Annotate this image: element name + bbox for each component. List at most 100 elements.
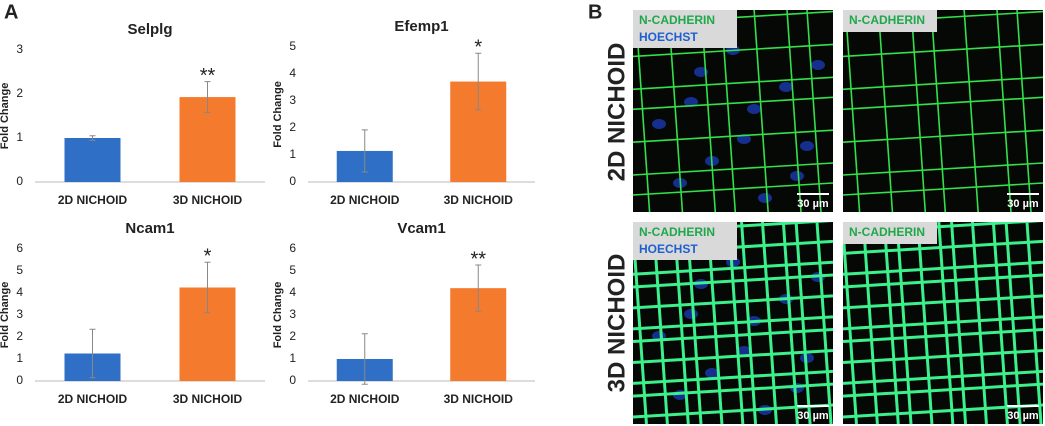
fiber bbox=[910, 10, 927, 212]
fiber bbox=[882, 222, 900, 424]
bar bbox=[64, 138, 121, 182]
x-tick-label: 2D NICHOID bbox=[58, 193, 128, 207]
y-axis-label: Fold Change bbox=[0, 83, 11, 150]
marker-label: N-CADHERIN bbox=[639, 225, 715, 239]
fiber bbox=[895, 222, 913, 424]
fiber bbox=[963, 10, 979, 212]
row-label: 2D NICHOID bbox=[603, 43, 630, 182]
nucleus bbox=[758, 193, 772, 203]
fiber bbox=[843, 129, 1043, 143]
y-tick-label: 6 bbox=[289, 241, 296, 255]
nucleus bbox=[652, 119, 666, 129]
fiber bbox=[633, 182, 833, 196]
fiber bbox=[930, 10, 947, 212]
y-tick-label: 2 bbox=[289, 120, 296, 134]
scale-label: 30 µm bbox=[1007, 198, 1039, 210]
scale-label: 30 µm bbox=[797, 198, 829, 210]
error-bar bbox=[475, 52, 482, 111]
image-content: N-CADHERIN 30 µm bbox=[843, 10, 1043, 212]
fiber bbox=[1004, 222, 1022, 424]
fiber bbox=[843, 382, 1043, 398]
chart-title: Efemp1 bbox=[394, 18, 448, 35]
fiber bbox=[806, 10, 822, 212]
y-tick-label: 2 bbox=[289, 329, 296, 343]
row-label: 3D NICHOID bbox=[603, 254, 630, 393]
error-bar bbox=[89, 135, 96, 141]
error-bar bbox=[361, 333, 368, 385]
fiber bbox=[633, 348, 833, 364]
chart-title: Ncam1 bbox=[125, 220, 174, 237]
nucleus bbox=[790, 171, 804, 181]
y-tick-label: 1 bbox=[16, 351, 23, 365]
nucleus bbox=[747, 104, 761, 114]
x-tick-label: 3D NICHOID bbox=[444, 193, 514, 207]
fiber bbox=[843, 328, 1043, 344]
y-tick-label: 5 bbox=[289, 263, 296, 277]
fiber bbox=[633, 328, 833, 344]
fiber bbox=[633, 162, 833, 176]
fiber bbox=[970, 222, 988, 424]
label-box bbox=[633, 10, 737, 48]
micrograph: N-CADHERIN HOECHST 30 µm bbox=[633, 222, 833, 424]
marker-label: N-CADHERIN bbox=[639, 13, 715, 27]
nucleus bbox=[694, 67, 708, 77]
label-box bbox=[843, 10, 937, 32]
x-tick-label: 3D NICHOID bbox=[444, 392, 514, 406]
fiber bbox=[996, 10, 1012, 212]
marker-label: HOECHST bbox=[639, 30, 698, 44]
fiber bbox=[633, 315, 833, 331]
label-box bbox=[843, 222, 937, 244]
panel-label: B bbox=[588, 1, 602, 23]
fiber bbox=[843, 222, 858, 424]
nucleus bbox=[705, 368, 719, 378]
annotation: ** bbox=[200, 65, 216, 87]
y-tick-label: 3 bbox=[289, 307, 296, 321]
y-tick-label: 4 bbox=[289, 66, 296, 80]
fiber bbox=[633, 76, 833, 91]
y-tick-label: 0 bbox=[289, 373, 296, 387]
y-tick-label: 4 bbox=[16, 285, 23, 299]
error-bar bbox=[475, 264, 482, 312]
error-bar bbox=[361, 129, 368, 173]
x-tick-label: 3D NICHOID bbox=[173, 392, 243, 406]
fiber bbox=[877, 10, 894, 212]
annotation: * bbox=[204, 245, 212, 267]
image-content: N-CADHERIN HOECHST 30 µm bbox=[633, 10, 833, 212]
fiber bbox=[633, 129, 833, 143]
fiber bbox=[843, 43, 1043, 58]
y-tick-label: 1 bbox=[289, 351, 296, 365]
annotation: * bbox=[474, 36, 482, 58]
chart-title: Vcam1 bbox=[397, 220, 445, 237]
error-bar bbox=[204, 81, 211, 113]
fiber bbox=[786, 10, 802, 212]
micrograph: N-CADHERIN 30 µm bbox=[843, 10, 1043, 212]
y-tick-label: 3 bbox=[16, 42, 23, 56]
error-bar bbox=[89, 328, 96, 379]
nucleus bbox=[779, 82, 793, 92]
nucleus bbox=[811, 60, 825, 70]
nucleus bbox=[737, 346, 751, 356]
nucleus bbox=[684, 97, 698, 107]
x-tick-label: 2D NICHOID bbox=[330, 193, 400, 207]
y-tick-label: 0 bbox=[289, 174, 296, 188]
fiber bbox=[843, 239, 1043, 255]
marker-label: N-CADHERIN bbox=[849, 225, 925, 239]
y-tick-label: 3 bbox=[16, 307, 23, 321]
y-tick-label: 5 bbox=[289, 39, 296, 53]
fiber bbox=[815, 222, 833, 424]
x-tick-label: 3D NICHOID bbox=[173, 193, 243, 207]
y-tick-label: 5 bbox=[16, 263, 23, 277]
fiber bbox=[991, 222, 1009, 424]
y-tick-label: 6 bbox=[16, 241, 23, 255]
x-tick-label: 2D NICHOID bbox=[58, 392, 128, 406]
y-tick-label: 0 bbox=[16, 174, 23, 188]
y-tick-label: 4 bbox=[289, 285, 296, 299]
fiber bbox=[1016, 10, 1032, 212]
panel-label: A bbox=[4, 1, 18, 23]
y-axis-label: Fold Change bbox=[272, 81, 284, 148]
annotation: ** bbox=[470, 248, 486, 270]
fiber bbox=[633, 369, 833, 385]
y-tick-label: 0 bbox=[16, 373, 23, 387]
y-tick-label: 2 bbox=[16, 329, 23, 343]
